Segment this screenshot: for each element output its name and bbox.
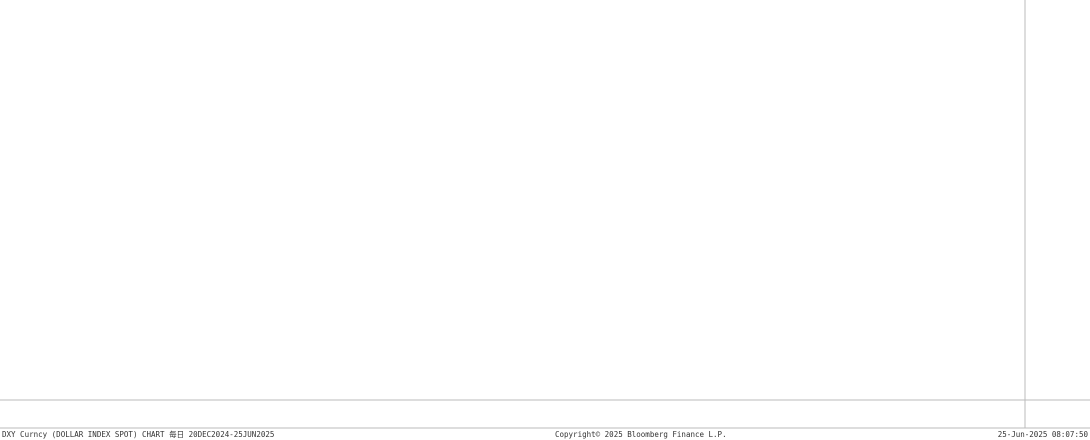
footer-right: 25-Jun-2025 08:07:50 [998,430,1089,439]
footer-center: Copyright© 2025 Bloomberg Finance L.P. [555,430,727,439]
footer-left: DXY Curncy (DOLLAR INDEX SPOT) CHART 毎日 … [2,429,274,439]
